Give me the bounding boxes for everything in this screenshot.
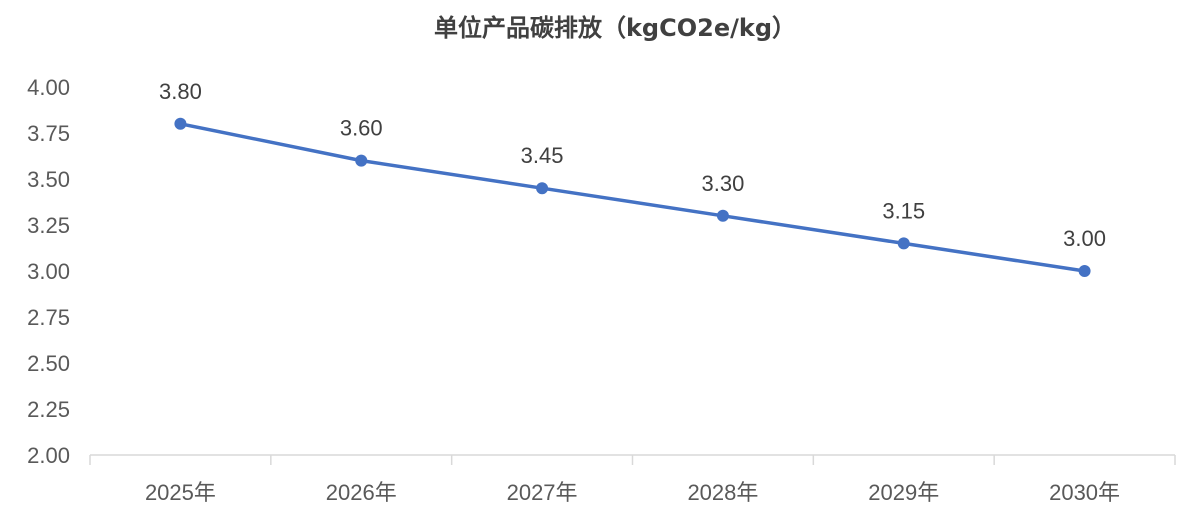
data-label: 3.80 — [159, 79, 202, 104]
y-tick-label: 3.50 — [27, 167, 70, 192]
data-point — [174, 117, 187, 130]
y-tick-label: 2.25 — [27, 397, 70, 422]
x-axis: 2025年 2026年 2027年 2028年 2029年 2030年 — [89, 454, 1176, 505]
chart-title: 单位产品碳排放（kgCO2e/kg） — [434, 14, 796, 42]
data-label: 3.00 — [1063, 226, 1106, 251]
y-tick-label: 3.25 — [27, 213, 70, 238]
data-point — [1078, 265, 1091, 277]
data-point — [536, 182, 549, 195]
x-tick-label: 2027年 — [507, 480, 578, 505]
y-tick-label: 2.75 — [27, 305, 70, 330]
x-tick-label: 2029年 — [868, 480, 939, 505]
x-tick-label: 2028年 — [687, 480, 758, 505]
y-tick-label: 3.75 — [27, 121, 70, 146]
y-tick-label: 2.50 — [27, 351, 70, 376]
series-line — [174, 117, 1091, 277]
data-point — [716, 209, 729, 222]
y-tick-label: 3.00 — [27, 259, 70, 284]
data-labels: 3.80 3.60 3.45 3.30 3.15 3.00 — [159, 79, 1106, 251]
data-label: 3.15 — [882, 198, 925, 223]
x-tick-label: 2030年 — [1049, 480, 1120, 505]
data-point — [897, 237, 910, 250]
x-tick-label: 2026年 — [326, 480, 397, 505]
data-label: 3.30 — [702, 171, 745, 196]
data-label: 3.45 — [521, 143, 564, 168]
x-tick-label: 2025年 — [145, 480, 216, 505]
y-axis: 2.00 2.25 2.50 2.75 3.00 3.25 3.50 3.75 4.00 — [27, 75, 70, 468]
y-tick-label: 2.00 — [27, 443, 70, 468]
data-point — [355, 154, 368, 167]
series-line-path — [180, 122, 1085, 273]
y-tick-label: 4.00 — [27, 75, 70, 100]
data-label: 3.60 — [340, 116, 383, 141]
